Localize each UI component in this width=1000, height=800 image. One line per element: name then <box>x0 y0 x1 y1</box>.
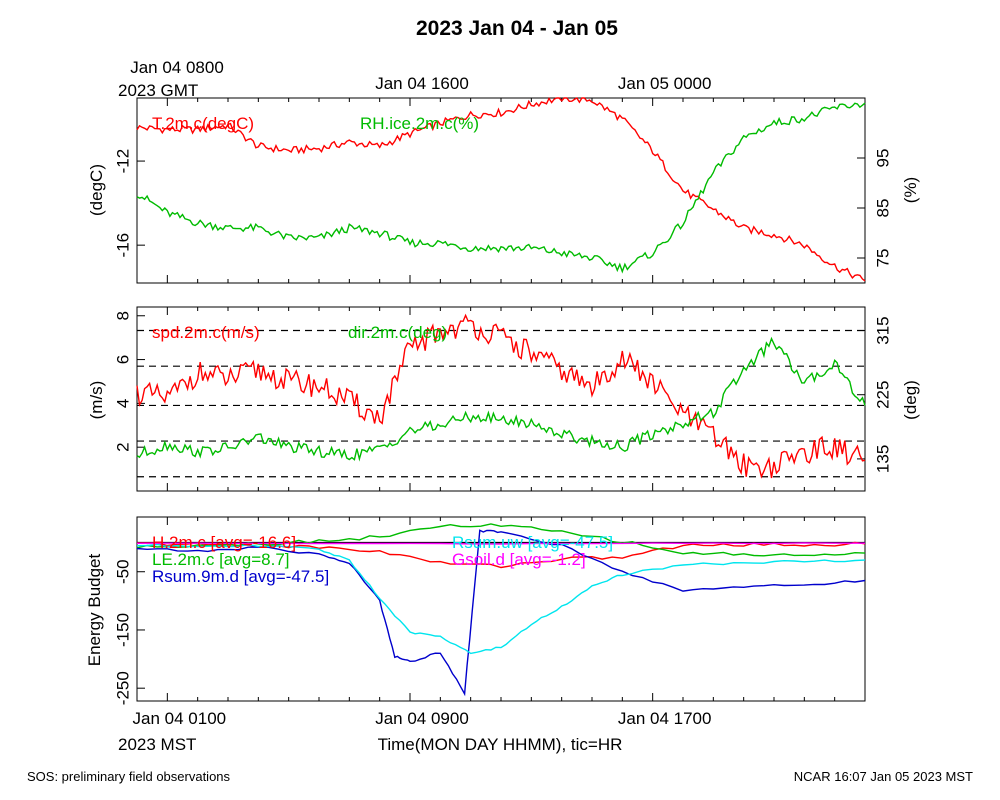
footer-left: SOS: preliminary field observations <box>27 769 231 784</box>
series-line-rsum-9m-d <box>136 529 866 697</box>
y-tick-label-right: 95 <box>874 149 893 168</box>
series-line-gsoil-d <box>136 542 865 545</box>
bottom-tick-label-0: Jan 04 0100 <box>133 709 227 728</box>
y-axis-label-right: (%) <box>901 177 920 203</box>
legend-rsum-uw: Rsum.uw [avg=-47.5] <box>452 533 613 552</box>
wind-panel: 8 6 4 2 315 225 135 spd.2m.c(m/s) dir.2m.c(deg… <box>87 306 920 492</box>
y-axis-label-left: (m/s) <box>87 381 106 420</box>
legend-ground-heat: Gsoil.d [avg=-1.2] <box>452 550 586 569</box>
series-line-rsum-uw <box>136 543 866 655</box>
bottom-tick-label-1: Jan 04 0900 <box>375 709 469 728</box>
y-tick-label-left: -150 <box>114 613 133 647</box>
x-axis-label: Time(MON DAY HHMM), tic=HR <box>378 735 623 754</box>
top-axis-labels: Jan 04 0800 2023 GMT Jan 04 1600 Jan 05 … <box>118 58 711 100</box>
y-tick-label-left: 4 <box>114 399 133 408</box>
legend-rsum-9m: Rsum.9m.d [avg=-47.5] <box>152 567 329 586</box>
top-timezone-label: 2023 GMT <box>118 81 198 100</box>
y-tick-label-left: -12 <box>114 149 133 174</box>
y-tick-label-left: 8 <box>114 311 133 320</box>
y-tick-label-left: -250 <box>114 671 133 705</box>
series-line-t-2m-c <box>136 97 866 282</box>
temperature-humidity-panel: -12 -16 95 85 75 T.2m.c(degC) RH.ice.2m.c(%)… <box>87 97 920 284</box>
footer-right: NCAR 16:07 Jan 05 2023 MST <box>794 769 973 784</box>
bottom-tick-label-2: Jan 04 1700 <box>618 709 712 728</box>
legend-sensible-heat: H.2m.c [avg=-16.6] <box>152 533 296 552</box>
series-line-spd-2m-c <box>136 313 866 479</box>
y-tick-label-left: 2 <box>114 442 133 451</box>
y-tick-label-right: 135 <box>874 445 893 473</box>
y-tick-label-right: 75 <box>874 249 893 268</box>
y-tick-label-left: 6 <box>114 355 133 364</box>
bottom-timezone-label: 2023 MST <box>118 735 196 754</box>
series-line-rh-ice-2m-c <box>136 102 866 274</box>
y-axis-label-left: (degC) <box>87 164 106 216</box>
legend-temperature: T.2m.c(degC) <box>152 114 254 133</box>
y-tick-label-right: 315 <box>874 316 893 344</box>
bottom-axis-labels: Jan 04 0100 Jan 04 0900 Jan 04 1700 2023… <box>118 709 711 754</box>
legend-humidity: RH.ice.2m.c(%) <box>360 114 479 133</box>
chart-title: 2023 Jan 04 - Jan 05 <box>416 17 618 40</box>
top-tick-label-1: Jan 04 1600 <box>375 74 469 93</box>
y-axis-label-left: Energy Budget <box>85 553 104 666</box>
legend-wind-speed: spd.2m.c(m/s) <box>152 323 260 342</box>
series-line-dir-2m-c <box>136 336 866 462</box>
top-tick-label-0: Jan 04 0800 <box>130 58 224 77</box>
y-axis-label-right: (deg) <box>901 380 920 420</box>
y-tick-label-right: 225 <box>874 381 893 409</box>
top-tick-label-2: Jan 05 0000 <box>618 74 712 93</box>
y-tick-label-right: 85 <box>874 199 893 218</box>
energy-budget-panel: -50 -150 -250 H.2m.c [avg=-16.6] LE.2m.c [… <box>85 516 866 705</box>
legend-wind-direction: dir.2m.c(deg) <box>348 323 447 342</box>
y-tick-label-left: -50 <box>114 559 133 584</box>
y-tick-label-left: -16 <box>114 233 133 258</box>
legend-latent-heat: LE.2m.c [avg=8.7] <box>152 550 290 569</box>
